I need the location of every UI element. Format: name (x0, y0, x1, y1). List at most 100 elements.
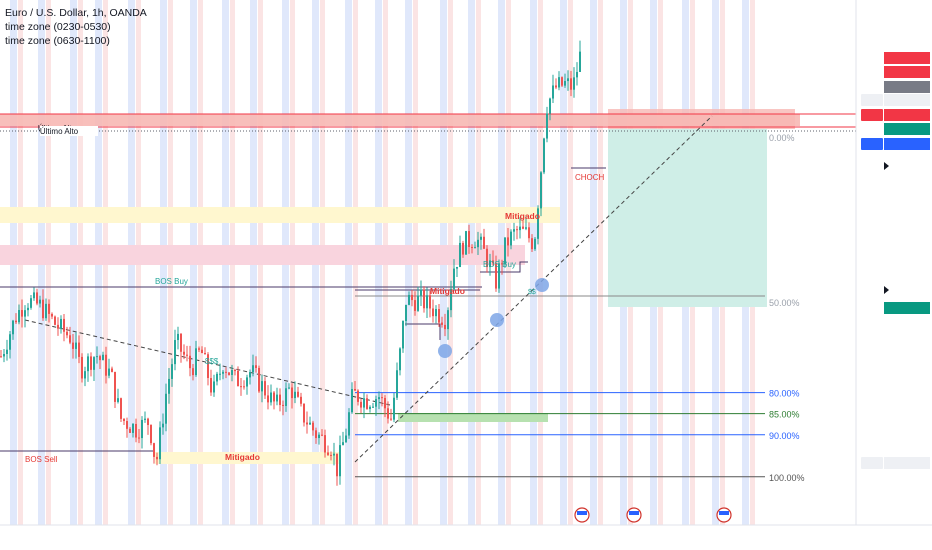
price-tag-bg (884, 52, 930, 64)
structure-line (405, 323, 441, 340)
candle-body (138, 437, 140, 439)
candle-body (513, 229, 515, 232)
candle-body (48, 303, 50, 314)
candle-body (168, 378, 170, 394)
candle-body (321, 434, 323, 436)
candle-body (27, 307, 29, 311)
bos-sell-label: BOS Sell (25, 455, 58, 464)
candle-body (198, 348, 200, 350)
candle-body (501, 263, 503, 265)
candle-body (33, 292, 35, 299)
candle-body (222, 371, 224, 374)
candle-body (162, 423, 164, 428)
demand-zone-green (398, 413, 548, 422)
candle-body (132, 423, 134, 433)
candle-body (579, 51, 581, 72)
candle-body (390, 418, 392, 420)
candle-body (228, 372, 230, 375)
candle-body (306, 422, 308, 425)
candle-body (84, 371, 86, 379)
candle-body (519, 226, 521, 231)
candle-body (363, 398, 365, 408)
candle-body (135, 423, 137, 438)
candle-body (120, 398, 122, 419)
candle-body (243, 386, 245, 388)
fib-level-label: 100.00% (769, 473, 805, 483)
session-stripe-blue (560, 0, 567, 525)
session-stripe-blue (590, 0, 597, 525)
candle-body (294, 391, 296, 399)
candle-body (102, 354, 104, 361)
candle-body (441, 322, 443, 325)
candle-body (66, 331, 68, 336)
candle-body (537, 208, 539, 239)
price-tag-label-bg (861, 138, 883, 150)
candle-body (189, 355, 191, 369)
time-zone-indicator-2: time zone (0630-1100) (5, 35, 110, 47)
candle-body (186, 354, 188, 356)
candle-body (300, 396, 302, 404)
candle-body (408, 294, 410, 305)
take-profit-zone (608, 129, 767, 307)
candle-body (525, 227, 527, 229)
candle-body (420, 289, 422, 296)
fib-level-label: 0.00% (769, 133, 795, 143)
candle-body (345, 435, 347, 443)
price-tag-bg (884, 138, 930, 150)
candle-body (381, 397, 383, 399)
candle-body (195, 348, 197, 376)
candle-body (504, 237, 506, 265)
price-axis[interactable] (855, 0, 932, 525)
trendline-up (354, 115, 713, 463)
candle-body (6, 349, 8, 355)
candle-body (108, 368, 110, 376)
candle-body (552, 85, 554, 99)
axis-arrow-icon (884, 162, 889, 170)
candle-body (252, 365, 254, 373)
candle-body (30, 298, 32, 308)
candle-body (342, 442, 344, 446)
candle-body (510, 231, 512, 246)
candle-body (204, 353, 206, 355)
candle-body (573, 77, 575, 90)
candle-body (393, 397, 395, 420)
demand-zone-yellow (155, 452, 340, 464)
candle-body (78, 342, 80, 357)
candle-body (543, 138, 545, 173)
candle-body (546, 113, 548, 139)
candle-body (57, 324, 59, 329)
session-stripe-blue (530, 0, 537, 525)
time-axis[interactable] (0, 507, 932, 550)
candle-body (201, 349, 203, 354)
session-stripe-red (598, 0, 603, 525)
candle-body (372, 406, 374, 408)
candle-body (75, 342, 77, 349)
fib-level-label: 85.00% (769, 410, 800, 420)
candle-body (426, 295, 428, 309)
candle-body (147, 418, 149, 425)
candle-body (507, 237, 509, 246)
drawings (0, 109, 856, 478)
candle-body (105, 354, 107, 376)
candle-body (471, 247, 473, 249)
candle-body (570, 78, 572, 90)
bos-buy-label: BOS Buy (483, 260, 516, 269)
candle-body (207, 354, 209, 379)
mitigado-label: Mitigado (505, 211, 540, 221)
supply-zone-yellow (0, 207, 560, 223)
us-flag-icon (577, 511, 587, 515)
candle-body (21, 310, 23, 317)
candle-body (192, 368, 194, 376)
candle-body (453, 268, 455, 289)
candle-body (489, 260, 491, 268)
candle-body (285, 388, 287, 406)
price-axis-bg (856, 0, 932, 525)
candle-body (375, 399, 377, 407)
axis-arrow-icon (884, 286, 889, 294)
candle-body (213, 381, 215, 393)
candle-body (483, 236, 485, 249)
candle-body (123, 418, 125, 422)
candle-body (336, 453, 338, 477)
candle-body (282, 404, 284, 406)
